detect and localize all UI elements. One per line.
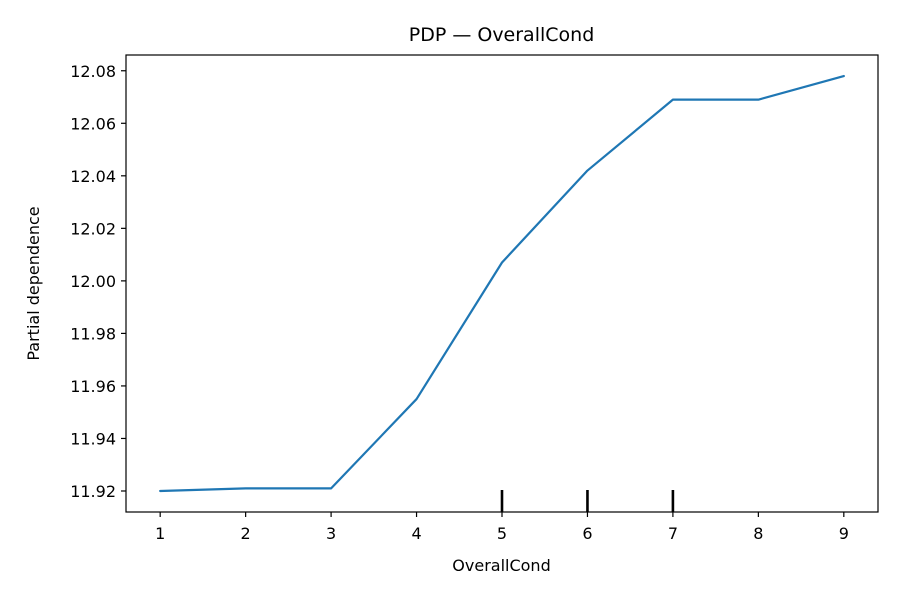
x-axis-title: OverallCond	[452, 556, 550, 575]
x-tick-label: 8	[753, 524, 763, 543]
y-tick-label: 11.96	[70, 377, 116, 396]
plot-area	[125, 54, 879, 513]
y-axis-title: Partial dependence	[24, 206, 43, 360]
x-tick-label: 3	[326, 524, 336, 543]
x-tick-label: 6	[582, 524, 592, 543]
x-tick-label: 2	[241, 524, 251, 543]
y-tick-label: 11.94	[70, 429, 116, 448]
y-tick-label: 11.92	[70, 482, 116, 501]
x-tick-label: 9	[839, 524, 849, 543]
y-tick-label: 12.02	[70, 219, 116, 238]
y-tick-label: 12.00	[70, 272, 116, 291]
x-tick-label: 4	[411, 524, 421, 543]
chart-title: PDP — OverallCond	[409, 24, 595, 46]
y-axis: 11.92 11.94 11.96 11.98 12.00 12.02 12.04 12.06…	[70, 62, 126, 501]
plot-frame	[125, 54, 879, 513]
y-tick-label: 12.04	[70, 167, 116, 186]
y-tick-label: 12.06	[70, 114, 116, 133]
x-tick-label: 5	[497, 524, 507, 543]
y-tick-label: 12.08	[70, 62, 116, 81]
rug-marks	[500, 490, 675, 512]
x-tick-label: 1	[155, 524, 165, 543]
x-tick-label: 7	[668, 524, 678, 543]
x-axis: 1 2 3 4 5 6 7 8 9	[155, 512, 849, 543]
series-layer	[159, 74, 845, 493]
y-tick-label: 11.98	[70, 324, 116, 343]
pdp-line	[159, 74, 845, 493]
